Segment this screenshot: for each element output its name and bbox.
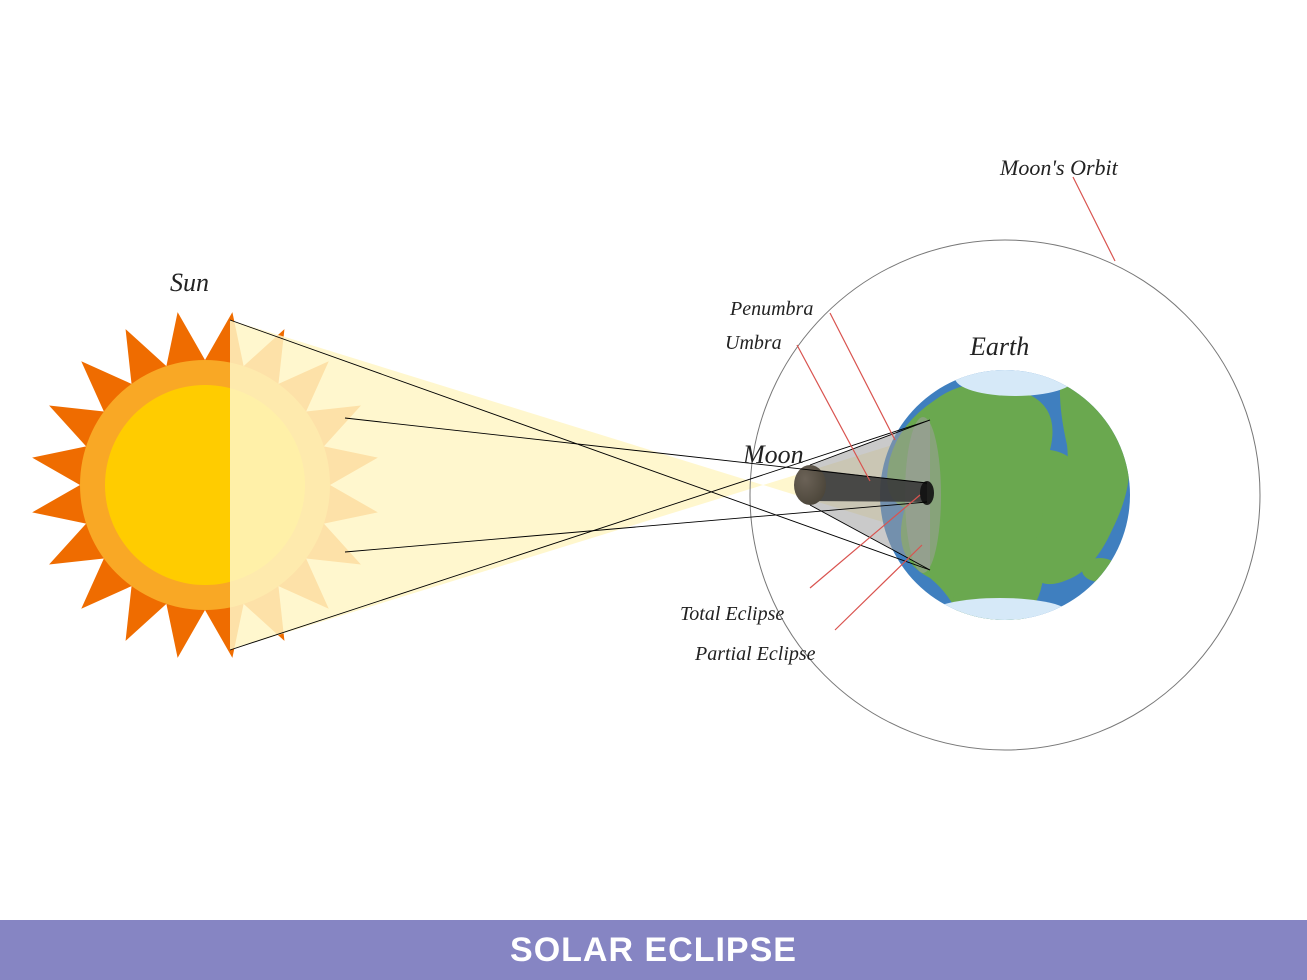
solar-eclipse-diagram: Sun Moon Earth Moon's Orbit Penumbra Umb… <box>0 0 1307 980</box>
moons-orbit-label: Moon's Orbit <box>1000 155 1118 181</box>
diagram-title: SOLAR ECLIPSE <box>510 931 797 970</box>
callout-line <box>830 313 895 440</box>
partial-eclipse-label: Partial Eclipse <box>695 643 816 666</box>
diagram-svg <box>0 0 1307 980</box>
umbra-label: Umbra <box>725 332 782 355</box>
callout-line <box>835 545 922 630</box>
callout-line <box>1073 177 1115 261</box>
earth-label: Earth <box>970 332 1029 362</box>
total-eclipse-label: Total Eclipse <box>680 603 784 626</box>
penumbra-label: Penumbra <box>730 298 813 321</box>
title-bar: SOLAR ECLIPSE <box>0 920 1307 980</box>
moon-label: Moon <box>743 440 804 470</box>
sun-label: Sun <box>170 268 209 298</box>
